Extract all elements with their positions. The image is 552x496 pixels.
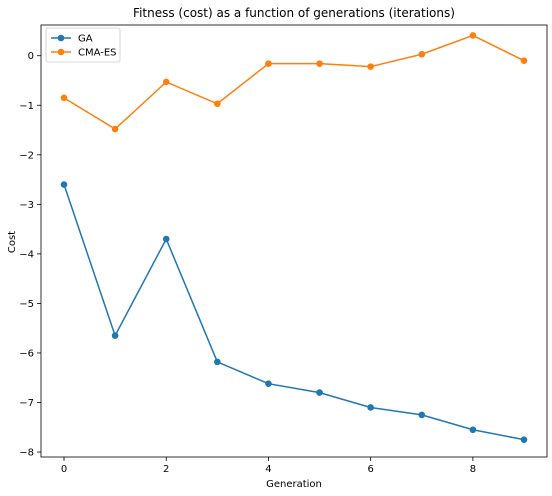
data-point-cma-es [111, 125, 119, 133]
data-point-ga [162, 235, 170, 243]
series-line-ga [63, 184, 525, 441]
y-tick-label: −3 [19, 200, 34, 211]
chart-title: Fitness (cost) as a function of generati… [133, 6, 455, 20]
legend-marker-cma-es [57, 48, 65, 56]
legend-label-cma-es: CMA-ES [78, 48, 117, 59]
x-axis-label: Generation [266, 479, 322, 490]
data-point-cma-es [520, 57, 528, 64]
y-tick-label: −4 [19, 249, 34, 260]
data-point-ga [520, 436, 528, 443]
x-tick-label: 6 [367, 464, 373, 475]
series-cma-es [60, 32, 528, 133]
data-point-cma-es [214, 100, 221, 108]
series-line-cma-es [63, 34, 525, 130]
x-tick-label: 8 [470, 464, 476, 475]
plot-area [40, 24, 548, 458]
x-tick-label: 0 [61, 464, 67, 475]
y-tick-label: −8 [19, 448, 34, 459]
y-tick-label: −5 [19, 299, 34, 310]
x-tick-label: 4 [265, 464, 271, 475]
axes-frame [40, 24, 548, 458]
data-point-cma-es [316, 60, 323, 67]
data-point-ga [418, 411, 426, 419]
y-tick-label: −7 [19, 398, 34, 409]
legend-marker-ga [57, 34, 65, 42]
data-point-ga [214, 358, 221, 366]
data-point-cma-es [469, 32, 477, 39]
legend-label-ga: GA [78, 34, 93, 45]
data-point-cma-es [162, 78, 170, 86]
x-axis: 0 2 4 6 8 [61, 457, 476, 475]
y-axis: −8 −7 −6 −5 −4 −3 −2 −1 0 [19, 51, 41, 459]
data-point-ga [265, 380, 272, 387]
y-tick-label: −2 [19, 150, 34, 161]
data-point-cma-es [418, 50, 426, 58]
data-point-cma-es [367, 63, 374, 70]
legend-box [45, 27, 121, 63]
data-point-ga [367, 404, 374, 411]
data-point-cma-es [60, 94, 68, 102]
series-ga [60, 181, 528, 443]
legend: GA CMA-ES [45, 27, 121, 63]
data-point-ga [316, 389, 323, 396]
y-tick-label: 0 [28, 51, 34, 62]
data-point-cma-es [265, 60, 272, 67]
x-tick-label: 2 [163, 464, 169, 475]
data-point-ga [60, 181, 68, 188]
series-layer [60, 32, 528, 443]
data-point-ga [111, 332, 119, 339]
y-tick-label: −6 [19, 348, 34, 359]
y-tick-label: −1 [19, 101, 34, 112]
y-axis-label: Cost [7, 231, 18, 253]
data-point-ga [469, 426, 477, 434]
